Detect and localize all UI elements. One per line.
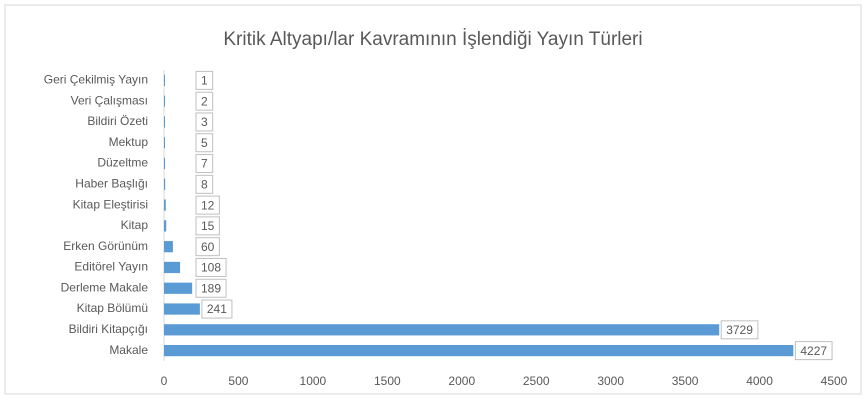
- data-label-box: [195, 257, 227, 277]
- y-tick-label: Makale: [109, 343, 148, 357]
- x-tick-label: 3500: [672, 374, 699, 388]
- data-label-box: [195, 174, 214, 194]
- x-tick-label: 4000: [746, 374, 773, 388]
- y-tick-label: Veri Çalışması: [71, 93, 148, 107]
- y-tick-label: Mektup: [109, 135, 149, 149]
- data-label-box: [195, 112, 214, 132]
- x-tick-label: 1500: [374, 374, 401, 388]
- data-label-box: [195, 237, 220, 257]
- y-tick-label: Geri Çekilmiş Yayın: [44, 73, 148, 87]
- data-label-box: [195, 195, 220, 215]
- y-tick-label: Derleme Makale: [61, 280, 149, 294]
- data-label: 1: [201, 74, 208, 88]
- y-tick-label: Kitap: [121, 218, 149, 232]
- bar: [164, 95, 165, 107]
- data-label: 241: [207, 302, 227, 316]
- y-tick-label: Bildiri Özeti: [87, 114, 148, 128]
- x-tick-label: 2500: [523, 374, 550, 388]
- x-tick-label: 3000: [597, 374, 624, 388]
- data-label-box: [195, 154, 214, 174]
- data-label-box: [794, 341, 833, 361]
- bar: [164, 137, 165, 149]
- y-tick-label: Düzeltme: [97, 156, 148, 170]
- x-tick-label: 4500: [821, 374, 848, 388]
- data-label-box: [195, 70, 214, 90]
- data-label: 4227: [800, 344, 827, 358]
- data-label-box: [720, 320, 759, 340]
- chart-title: Kritik Altyapı/lar Kavramının İşlendiği …: [223, 29, 642, 50]
- y-tick-label: Haber Başlığı: [75, 176, 148, 190]
- data-label-box: [201, 299, 233, 319]
- data-label-box: [195, 278, 227, 298]
- y-tick-label: Bildiri Kitapçığı: [69, 322, 148, 336]
- y-tick-label: Editörel Yayın: [74, 260, 148, 274]
- x-tick-label: 1000: [300, 374, 327, 388]
- data-label: 189: [201, 281, 221, 295]
- data-label: 3: [201, 115, 208, 129]
- data-label-box: [195, 91, 214, 111]
- y-tick-label: Erken Görünüm: [63, 239, 148, 253]
- bar: [164, 324, 720, 336]
- data-label: 8: [201, 177, 208, 191]
- data-label-box: [195, 216, 220, 236]
- bar: [164, 220, 167, 232]
- bar: [164, 199, 166, 211]
- data-label: 60: [201, 240, 215, 254]
- data-label: 15: [201, 219, 215, 233]
- bar: [164, 116, 165, 128]
- data-label: 2: [201, 94, 208, 108]
- data-label: 108: [201, 261, 221, 275]
- x-tick-label: 0: [161, 374, 168, 388]
- y-tick-label: Kitap Bölümü: [77, 301, 148, 315]
- bar: [164, 261, 181, 274]
- bar: [164, 344, 794, 357]
- data-label: 7: [201, 157, 208, 171]
- bar: [164, 157, 166, 170]
- data-label-box: [195, 133, 214, 153]
- y-tick-label: Kitap Eleştirisi: [73, 197, 148, 211]
- bar: [164, 241, 173, 253]
- bar: [164, 303, 200, 315]
- data-label: 12: [201, 198, 215, 212]
- x-tick-label: 2000: [448, 374, 475, 388]
- bar: [164, 178, 166, 190]
- data-label: 5: [201, 136, 208, 150]
- data-label: 3729: [726, 323, 753, 337]
- bar: [164, 74, 165, 87]
- bar: [164, 282, 193, 294]
- x-tick-label: 500: [228, 374, 248, 388]
